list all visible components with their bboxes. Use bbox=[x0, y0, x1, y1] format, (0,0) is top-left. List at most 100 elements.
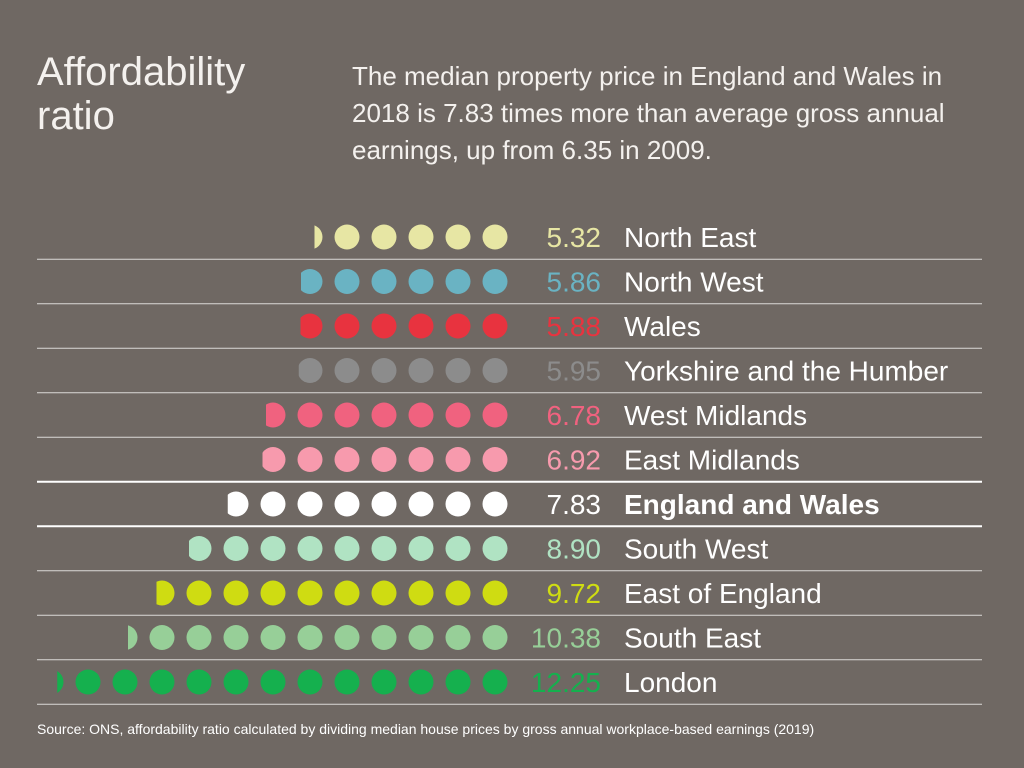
unit-dot bbox=[445, 536, 471, 561]
unit-dot bbox=[371, 402, 397, 428]
unit-dot bbox=[186, 580, 212, 606]
chart-row: 5.86 North West bbox=[37, 267, 982, 305]
region-label: London bbox=[624, 667, 717, 698]
unit-dot bbox=[149, 669, 175, 695]
chart-row: 5.32 North East bbox=[37, 222, 982, 260]
partial-dot bbox=[262, 447, 286, 472]
unit-dot bbox=[334, 536, 360, 561]
partial-dot bbox=[128, 625, 138, 650]
unit-dot bbox=[334, 313, 360, 339]
unit-dot bbox=[408, 669, 434, 695]
partial-dot bbox=[57, 671, 64, 693]
unit-dot bbox=[445, 447, 471, 472]
partial-dot bbox=[301, 269, 323, 294]
chart-row: 8.90 South West bbox=[37, 534, 982, 572]
partial-dot bbox=[227, 491, 249, 517]
unit-dot bbox=[297, 580, 323, 606]
unit-dot bbox=[186, 625, 212, 650]
unit-dot bbox=[445, 358, 471, 383]
value-label: 10.38 bbox=[531, 623, 601, 654]
unit-dot bbox=[482, 224, 508, 250]
unit-dot bbox=[371, 669, 397, 695]
unit-dot bbox=[297, 669, 323, 695]
unit-dot bbox=[149, 625, 175, 650]
region-label: East Midlands bbox=[624, 445, 800, 476]
unit-dot bbox=[297, 625, 323, 650]
unit-dot bbox=[371, 491, 397, 517]
unit-dot bbox=[334, 224, 360, 250]
unit-dot bbox=[334, 669, 360, 695]
partial-dot bbox=[266, 402, 286, 428]
unit-dot bbox=[371, 269, 397, 294]
unit-dot bbox=[445, 625, 471, 650]
unit-dot bbox=[334, 358, 360, 383]
chart-title: Affordability ratio bbox=[37, 50, 246, 138]
unit-dot bbox=[334, 491, 360, 517]
chart-subtitle: The median property price in England and… bbox=[352, 61, 945, 165]
region-label: South East bbox=[624, 623, 761, 654]
unit-dot bbox=[223, 580, 249, 606]
unit-dot bbox=[482, 669, 508, 695]
unit-dot bbox=[223, 669, 249, 695]
unit-dot bbox=[445, 669, 471, 695]
value-label: 8.90 bbox=[547, 534, 602, 565]
unit-dot bbox=[445, 402, 471, 428]
chart-row: 7.83 England and Wales bbox=[37, 489, 982, 528]
unit-dot bbox=[408, 224, 434, 250]
partial-dot bbox=[298, 358, 323, 383]
unit-dot bbox=[482, 447, 508, 472]
source-note: Source: ONS, affordability ratio calcula… bbox=[37, 721, 815, 737]
unit-dot bbox=[371, 358, 397, 383]
unit-dot bbox=[482, 269, 508, 294]
unit-dot bbox=[445, 269, 471, 294]
unit-dot bbox=[445, 224, 471, 250]
region-label: East of England bbox=[624, 578, 822, 609]
unit-dot bbox=[408, 447, 434, 472]
value-label: 5.95 bbox=[547, 356, 602, 387]
unit-dot bbox=[482, 358, 508, 383]
value-label: 5.88 bbox=[547, 311, 602, 342]
chart-row: 6.78 West Midlands bbox=[37, 400, 982, 438]
unit-dot bbox=[408, 536, 434, 561]
region-label: Wales bbox=[624, 311, 701, 342]
unit-dot bbox=[112, 669, 138, 695]
unit-dot bbox=[334, 269, 360, 294]
chart-row: 5.95 Yorkshire and the Humber bbox=[37, 356, 982, 394]
unit-dot bbox=[223, 536, 249, 561]
unit-dot bbox=[334, 625, 360, 650]
region-label: South West bbox=[624, 534, 768, 565]
unit-dot bbox=[297, 491, 323, 517]
region-label: North West bbox=[624, 267, 764, 298]
unit-dot bbox=[371, 313, 397, 339]
unit-dot bbox=[371, 625, 397, 650]
unit-dot bbox=[297, 536, 323, 561]
unit-dot bbox=[371, 447, 397, 472]
unit-dot bbox=[408, 402, 434, 428]
unit-dot bbox=[445, 491, 471, 517]
unit-dot bbox=[482, 402, 508, 428]
chart-row: 10.38 South East bbox=[37, 623, 982, 661]
unit-dot bbox=[445, 580, 471, 606]
chart-row: 12.25 London bbox=[37, 667, 982, 705]
unit-dot bbox=[445, 313, 471, 339]
partial-dot bbox=[314, 225, 323, 249]
unit-dot bbox=[408, 269, 434, 294]
unit-dot bbox=[408, 358, 434, 383]
unit-dot bbox=[371, 580, 397, 606]
region-label: West Midlands bbox=[624, 400, 807, 431]
region-label: England and Wales bbox=[624, 489, 880, 520]
region-label: North East bbox=[624, 222, 756, 253]
unit-dot bbox=[482, 491, 508, 517]
value-label: 9.72 bbox=[547, 578, 602, 609]
value-label: 5.86 bbox=[547, 267, 602, 298]
unit-dot bbox=[260, 491, 286, 517]
chart-row: 6.92 East Midlands bbox=[37, 445, 982, 483]
partial-dot bbox=[300, 313, 323, 339]
partial-dot bbox=[156, 580, 175, 606]
chart-row: 5.88 Wales bbox=[37, 311, 982, 349]
unit-dot bbox=[186, 669, 212, 695]
region-label: Yorkshire and the Humber bbox=[624, 356, 948, 387]
unit-dot bbox=[75, 669, 101, 695]
unit-dot bbox=[297, 402, 323, 428]
